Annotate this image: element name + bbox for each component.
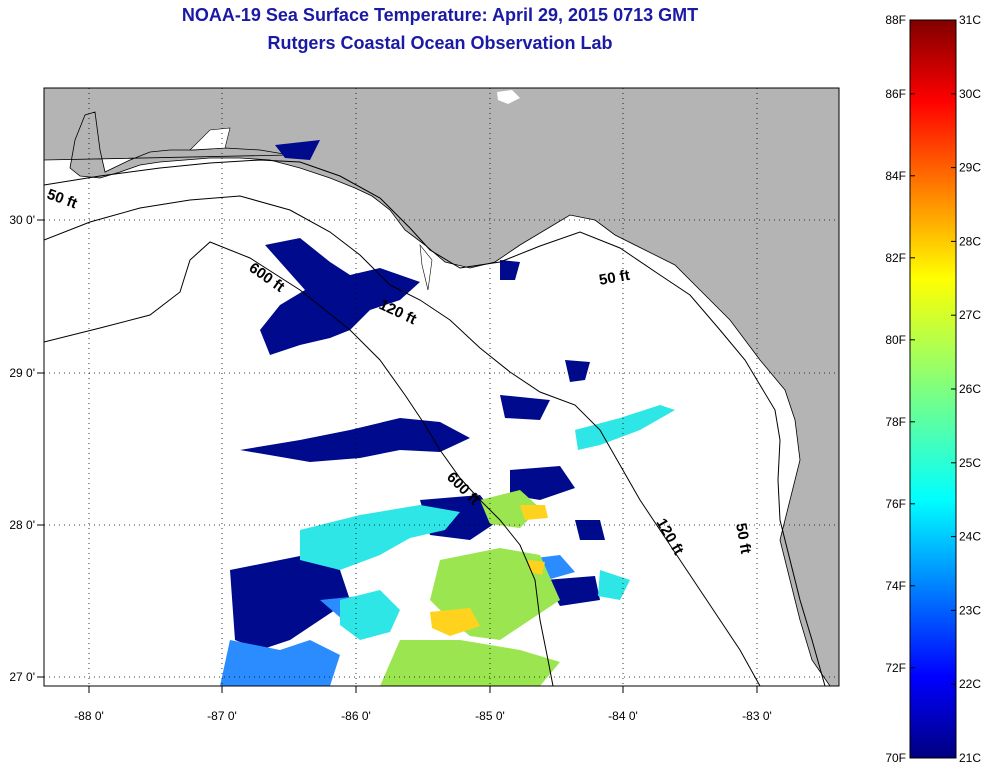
- lon-tick-label: -87 0': [207, 709, 237, 723]
- colorbar-f-labels: 88F 86F 84F 82F 80F 78F 76F 74F 72F 70F: [885, 13, 906, 765]
- colorbar-c-label: 25C: [959, 456, 981, 470]
- contour-label: 50 ft: [732, 522, 754, 555]
- lon-tick-label: -88 0': [74, 709, 104, 723]
- isobath-50ft-line: [44, 159, 826, 686]
- colorbar-c-label: 27C: [959, 308, 981, 322]
- lon-tick-label: -83 0': [742, 709, 772, 723]
- land-mass: [44, 88, 839, 686]
- colorbar-c-label: 31C: [959, 13, 981, 27]
- colorbar-c-label: 26C: [959, 382, 981, 396]
- lat-tick-label: 27 0': [9, 670, 35, 684]
- lon-tick-label: -85 0': [475, 709, 505, 723]
- colorbar-f-label: 74F: [885, 579, 906, 593]
- colorbar-c-label: 22C: [959, 677, 981, 691]
- bay-water: [189, 127, 433, 291]
- colorbar-c-label: 21C: [959, 751, 981, 765]
- lat-tick-label: 29 0': [9, 366, 35, 380]
- colorbar-c-label: 29C: [959, 161, 981, 175]
- contour-label: 50 ft: [598, 267, 631, 289]
- colorbar-c-label: 23C: [959, 603, 981, 617]
- colorbar-f-label: 78F: [885, 415, 906, 429]
- colorbar-c-label: 28C: [959, 234, 981, 248]
- lat-tick-labels: 30 0' 29 0' 28 0' 27 0': [9, 213, 35, 684]
- map-subtitle: Rutgers Coastal Ocean Observation Lab: [267, 33, 613, 53]
- colorbar-f-label: 82F: [885, 251, 906, 265]
- lat-tick-label: 30 0': [9, 213, 35, 227]
- colorbar-c-labels: 31C 30C 29C 28C 27C 26C 25C 24C 23C 22C 21C: [959, 13, 981, 765]
- axis-ticks: [37, 219, 758, 693]
- sst-patch-warm: [380, 490, 560, 686]
- colorbar-f-label: 86F: [885, 87, 906, 101]
- colorbar-c-label: 24C: [959, 530, 981, 544]
- colorbar-c-label: 30C: [959, 87, 981, 101]
- colorbar-f-ticks: [910, 19, 915, 759]
- colorbar-f-label: 80F: [885, 333, 906, 347]
- lake-water: [497, 90, 520, 104]
- isobath-120ft-line: [44, 195, 761, 686]
- sst-data: [220, 140, 675, 686]
- map-title: NOAA-19 Sea Surface Temperature: April 2…: [181, 5, 699, 25]
- colorbar: [909, 19, 957, 759]
- colorbar-f-label: 76F: [885, 497, 906, 511]
- sst-patch-mid: [300, 405, 675, 640]
- isobath-600ft-line: [44, 241, 554, 686]
- sst-patch-cold: [230, 140, 605, 650]
- colorbar-f-label: 84F: [885, 169, 906, 183]
- lat-tick-label: 28 0': [9, 518, 35, 532]
- lon-tick-labels: -88 0' -87 0' -86 0' -85 0' -84 0' -83 0…: [74, 709, 772, 723]
- colorbar-c-ticks: [951, 19, 956, 759]
- lon-tick-label: -86 0': [341, 709, 371, 723]
- sst-patch-cool: [220, 555, 575, 686]
- colorbar-f-label: 70F: [885, 751, 906, 765]
- colorbar-f-label: 88F: [885, 13, 906, 27]
- isobaths: [44, 159, 826, 686]
- colorbar-f-label: 72F: [885, 661, 906, 675]
- sst-patch-hot: [430, 505, 548, 636]
- lon-tick-label: -84 0': [608, 709, 638, 723]
- plot-frame: [43, 87, 840, 687]
